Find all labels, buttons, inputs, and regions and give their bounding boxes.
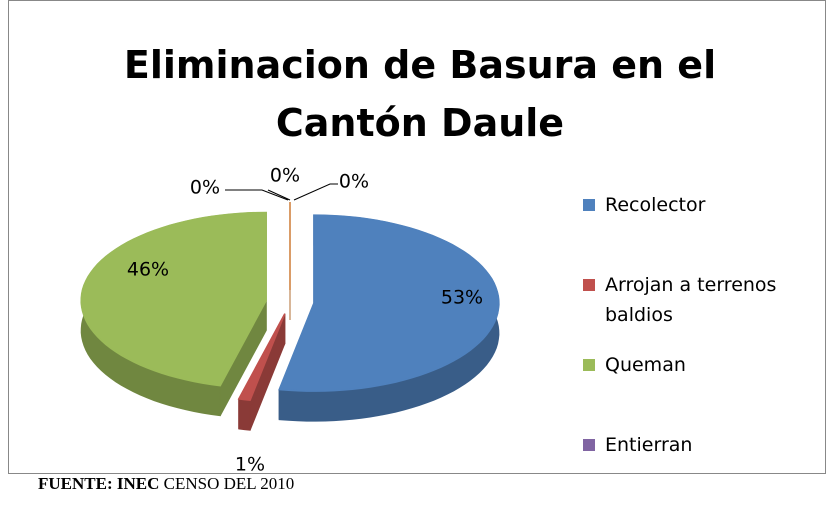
slice [80,211,267,387]
slice-side [238,398,251,431]
chart-title: Eliminacion de Basura en el Cantón Daule [123,43,717,145]
legend-item: Queman [583,350,823,430]
legend-swatch [583,439,595,451]
legend-label: Recolector [605,194,706,216]
slice [237,313,286,402]
legend-item: Entierran [583,430,823,510]
chart-border [8,0,826,474]
legend-label: Queman [605,354,686,376]
leader-line [225,189,289,201]
legend-label: Entierran [605,434,693,456]
data-label: 0% [270,165,300,187]
data-label: 46% [127,259,169,281]
page: Eliminacion de Basura en el Cantón Daule… [8,0,826,493]
source: FUENTE: INEC CENSO DEL 2010 [38,474,294,494]
leader-line [293,183,338,201]
legend-item: Arrojan a terrenos baldios [583,270,823,350]
data-label: 0% [190,177,220,199]
data-label: 0% [339,171,369,193]
legend-item: Recolector [583,190,823,270]
legend-swatch [583,199,595,211]
source-text: CENSO DEL 2010 [163,474,295,493]
legend-label: Arrojan a terrenos baldios [605,274,777,326]
slice [278,214,500,392]
data-label: 53% [441,287,483,309]
legend-swatch [583,359,595,371]
chart: 53% 1% 46% 0% 0% 0% [80,165,500,476]
source-label: FUENTE: INEC [38,474,160,493]
legend-swatch [583,279,595,291]
leader-line [267,189,291,201]
data-label: 1% [235,454,265,476]
legend: Recolector Arrojan a terrenos baldios Quem… [583,190,823,510]
